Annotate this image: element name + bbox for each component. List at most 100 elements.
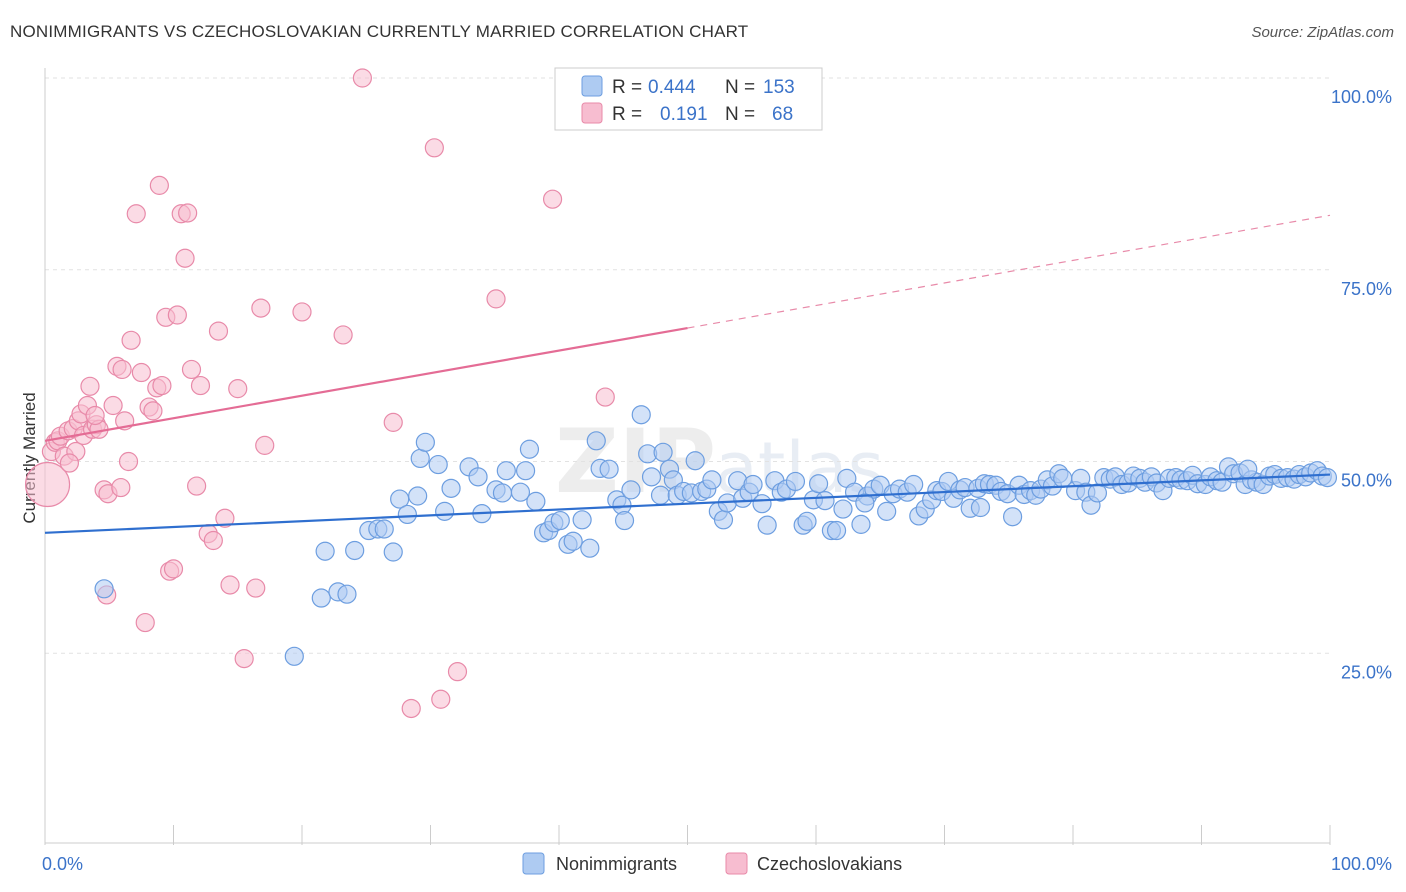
blue-point <box>641 467 662 487</box>
blue-point <box>797 511 817 531</box>
pink-point <box>220 575 240 595</box>
chart-source: Source: ZipAtlas.com <box>1251 24 1394 41</box>
blue-point <box>970 497 991 518</box>
bottom-legend-label-nonimmigrants: Nonimmigrants <box>556 854 677 874</box>
trend-line-czechoslovakians-extension <box>687 214 1331 329</box>
legend-r-label-1: R = <box>612 77 642 98</box>
pink-point <box>163 559 184 579</box>
blue-point <box>1317 468 1338 488</box>
pink-point <box>121 330 141 350</box>
pink-point <box>149 175 169 195</box>
bottom-legend-label-czechoslovakians: Czechoslovakians <box>757 854 902 874</box>
blue-point <box>713 510 734 530</box>
pink-point <box>595 387 615 407</box>
pink-point <box>118 451 139 472</box>
y-tick-label-50: 50.0% <box>1341 471 1392 491</box>
stats-legend: R = 0.444 N = 153 R = 0.191 N = 68 <box>554 67 823 131</box>
blue-point <box>311 588 331 608</box>
blue-point <box>815 491 835 511</box>
trend-line-czechoslovakians <box>44 326 688 442</box>
blue-point <box>526 491 546 511</box>
x-axis-ticks <box>44 825 1331 845</box>
blue-point <box>550 510 570 531</box>
blue-point <box>315 541 335 561</box>
pink-point <box>383 412 403 432</box>
pink-point <box>203 530 223 551</box>
blue-point <box>510 482 531 502</box>
legend-n-label-2: N = <box>725 104 755 125</box>
blue-point <box>563 531 583 551</box>
pink-point <box>178 203 198 223</box>
pink-point <box>352 68 372 88</box>
pink-point <box>292 302 312 322</box>
y-tick-labels: 100.0% 75.0% 50.0% 25.0% <box>1331 87 1392 682</box>
blue-point <box>408 486 428 506</box>
blue-point <box>904 474 924 495</box>
blue-point <box>374 519 394 539</box>
pink-point <box>401 698 421 719</box>
legend-n-value-1: 153 <box>763 77 795 98</box>
blue-point <box>383 542 403 562</box>
pink-point <box>431 689 451 709</box>
blue-point <box>428 454 448 475</box>
y-tick-label-75: 75.0% <box>1341 279 1392 299</box>
x-tick-label-left: 0.0% <box>42 854 83 874</box>
blue-point <box>599 459 619 479</box>
blue-point <box>752 494 772 514</box>
pink-point <box>424 138 444 158</box>
blue-point <box>345 540 365 561</box>
pink-point <box>126 204 146 224</box>
y-tick-label-25: 25.0% <box>1341 662 1392 682</box>
blue-point <box>435 501 455 521</box>
blue-point <box>685 451 705 471</box>
series-legend: Nonimmigrants Czechoslovakians <box>522 852 902 875</box>
blue-point <box>631 405 651 425</box>
blue-point <box>580 538 600 558</box>
pink-point <box>255 435 275 455</box>
pink-point <box>190 375 211 396</box>
pink-point <box>181 359 202 380</box>
pink-point <box>187 476 207 496</box>
blue-point <box>1238 459 1258 479</box>
blue-point <box>851 514 871 534</box>
pink-point <box>135 612 155 633</box>
pink-point <box>85 405 105 426</box>
blue-point <box>415 432 435 452</box>
blue-point <box>1003 507 1023 527</box>
blue-point <box>586 431 606 451</box>
pink-point <box>59 453 80 473</box>
blue-point <box>519 439 540 459</box>
blue-point <box>614 510 635 531</box>
legend-swatch-czechoslovakians <box>581 102 603 124</box>
pink-point <box>486 289 506 309</box>
pink-point <box>152 375 172 396</box>
blue-point <box>515 461 536 481</box>
chart-title: NONIMMIGRANTS VS CZECHOSLOVAKIAN CURRENT… <box>10 22 749 41</box>
legend-r-label-2: R = <box>612 104 642 125</box>
pink-point <box>542 189 563 209</box>
pink-point <box>24 461 71 508</box>
legend-swatch-nonimmigrants <box>581 75 603 97</box>
y-tick-label-100: 100.0% <box>1331 87 1392 107</box>
pink-point <box>103 395 123 416</box>
pink-point <box>251 298 271 318</box>
x-tick-label-right: 100.0% <box>1331 854 1392 874</box>
blue-point <box>877 501 897 521</box>
pink-point <box>80 376 100 396</box>
blue-point <box>441 478 461 498</box>
blue-point <box>855 493 875 513</box>
blue-point <box>785 471 806 492</box>
pink-point <box>143 401 163 421</box>
pink-point <box>228 379 248 399</box>
blue-point <box>468 467 488 487</box>
pink-point <box>234 649 254 669</box>
blue-point <box>397 504 417 525</box>
blue-point <box>496 461 516 481</box>
blue-point <box>653 442 673 462</box>
blue-point <box>743 474 763 495</box>
blue-point <box>337 584 357 604</box>
legend-r-value-1: 0.444 <box>648 77 696 98</box>
grid-lines <box>45 77 1330 654</box>
blue-point <box>284 646 304 666</box>
